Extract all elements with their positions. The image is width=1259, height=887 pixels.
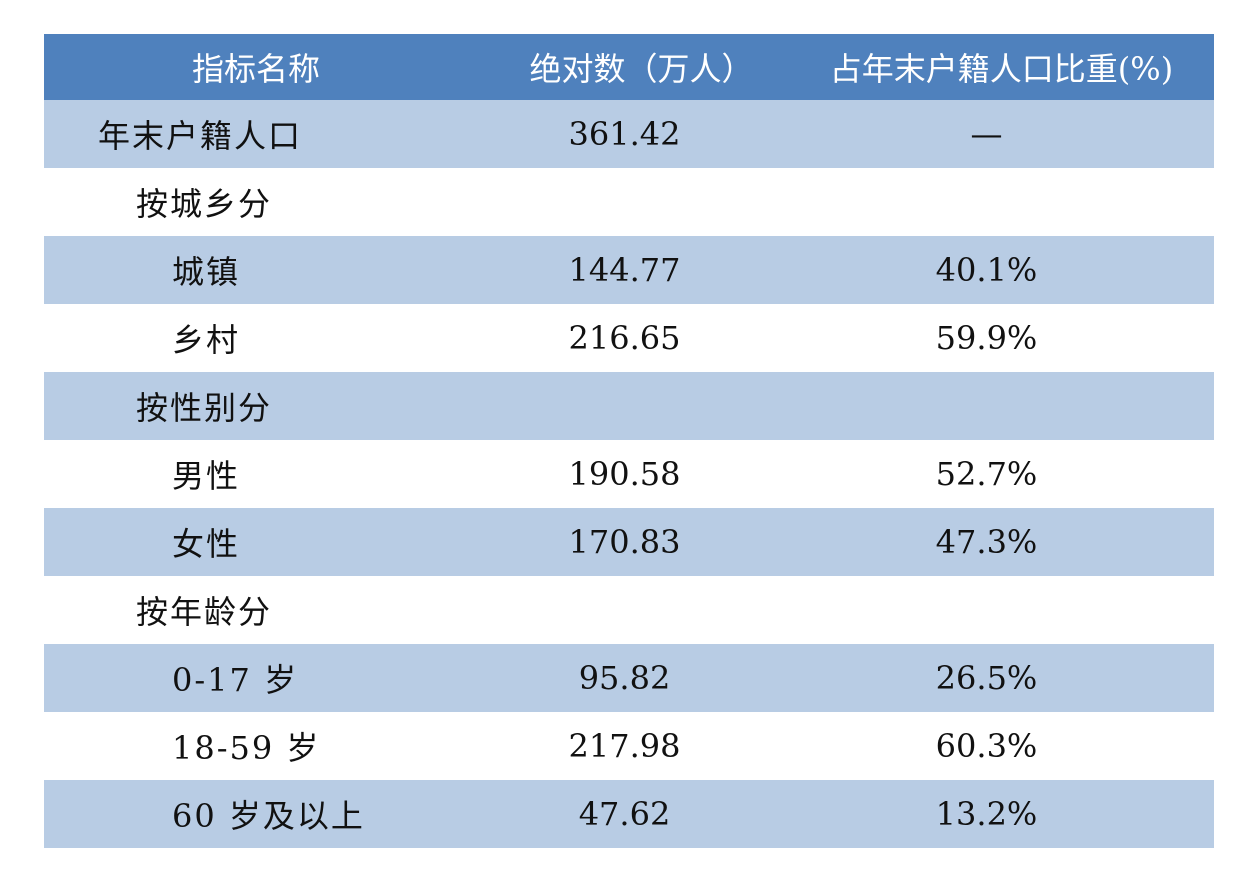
row-share: — [970, 115, 1003, 153]
row-absolute: 95.82 [578, 659, 671, 697]
row-share: 40.1% [935, 251, 1038, 289]
table-row: 城镇 144.77 40.1% [44, 236, 1214, 304]
header-name: 指标名称 [192, 50, 321, 88]
row-name: 年末户籍人口 [98, 117, 303, 155]
row-share: 13.2% [935, 795, 1038, 833]
row-absolute: 47.62 [578, 795, 671, 833]
table-row: 60 岁及以上 47.62 13.2% [44, 780, 1214, 848]
header-share: 占年末户籍人口比重(%) [829, 50, 1174, 88]
row-absolute: 190.58 [568, 455, 681, 493]
table-row: 男性 190.58 52.7% [44, 440, 1214, 508]
table-header-row: 指标名称 绝对数（万人） 占年末户籍人口比重(%) [44, 34, 1214, 100]
row-name: 按年龄分 [136, 593, 273, 631]
row-name: 60 岁及以上 [172, 797, 365, 835]
table-row: 乡村 216.65 59.9% [44, 304, 1214, 372]
row-name: 女性 [172, 525, 241, 563]
header-absolute: 绝对数（万人） [529, 50, 754, 88]
table-row: 按城乡分 [44, 168, 1214, 236]
row-absolute: 217.98 [568, 727, 681, 765]
row-name: 按城乡分 [136, 185, 273, 223]
row-absolute: 216.65 [568, 319, 681, 357]
table-row: 0-17 岁 95.82 26.5% [44, 644, 1214, 712]
row-name: 按性别分 [136, 389, 273, 427]
row-share: 47.3% [935, 523, 1038, 561]
row-name: 男性 [172, 457, 241, 495]
row-name: 城镇 [172, 253, 241, 291]
table-row: 按年龄分 [44, 576, 1214, 644]
row-name: 0-17 岁 [172, 661, 299, 699]
row-share: 60.3% [935, 727, 1038, 765]
table-row: 按性别分 [44, 372, 1214, 440]
row-share: 59.9% [935, 319, 1038, 357]
row-share: 26.5% [935, 659, 1038, 697]
table-row: 年末户籍人口 361.42 — [44, 100, 1214, 168]
row-absolute: 144.77 [568, 251, 681, 289]
row-share: 52.7% [935, 455, 1038, 493]
table-row: 女性 170.83 47.3% [44, 508, 1214, 576]
row-absolute: 361.42 [568, 115, 681, 153]
population-table: 指标名称 绝对数（万人） 占年末户籍人口比重(%) 年末户籍人口 361.42 … [44, 34, 1214, 848]
row-name: 18-59 岁 [172, 729, 321, 767]
row-name: 乡村 [172, 321, 241, 359]
row-absolute: 170.83 [568, 523, 681, 561]
table-row: 18-59 岁 217.98 60.3% [44, 712, 1214, 780]
